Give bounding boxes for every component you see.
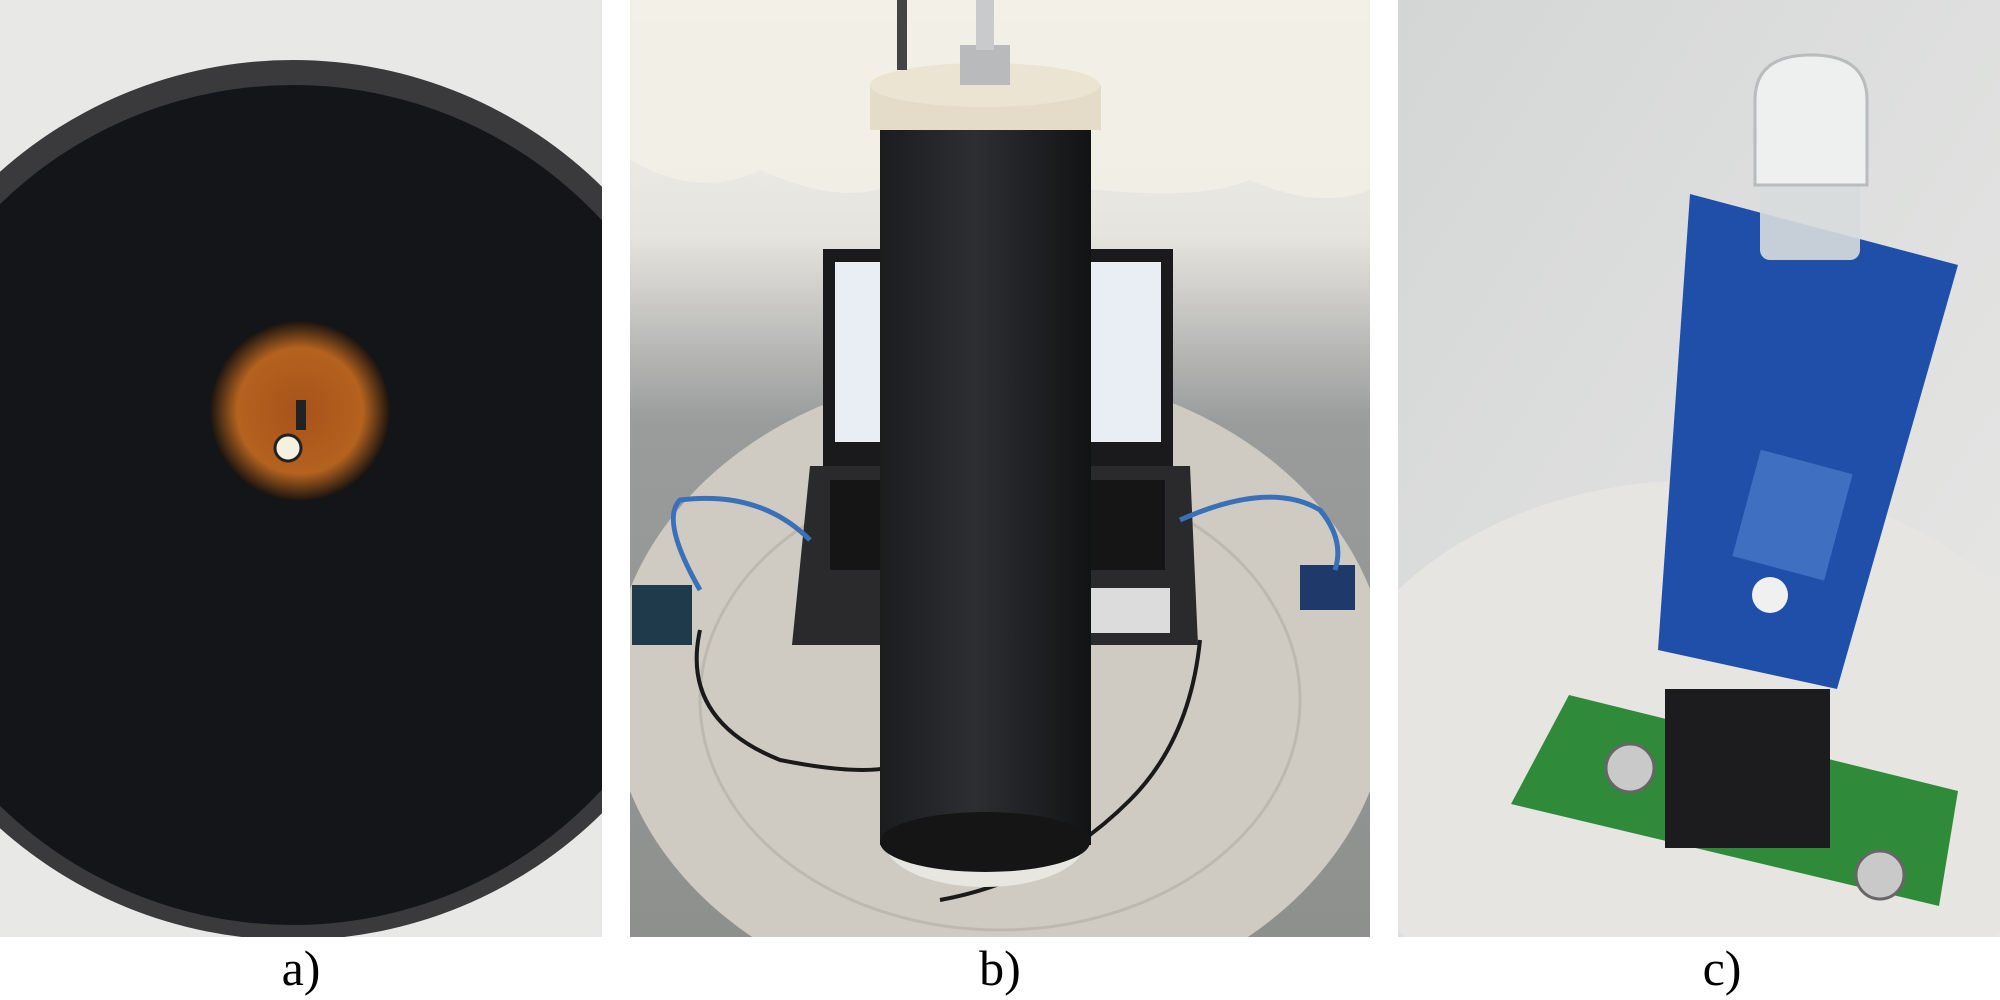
panel-label: b) bbox=[979, 940, 1021, 996]
panel-label: a) bbox=[282, 940, 321, 996]
photo-c bbox=[1398, 0, 2000, 937]
photo-b bbox=[630, 0, 1370, 937]
panel-label: c) bbox=[1703, 940, 1742, 996]
photo-a bbox=[0, 0, 602, 937]
